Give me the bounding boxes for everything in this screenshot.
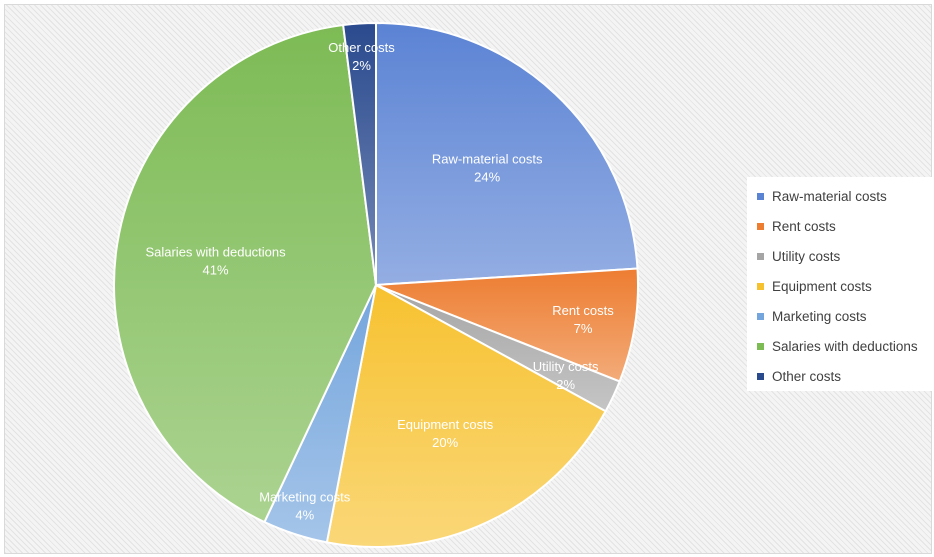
- legend-label: Salaries with deductions: [772, 338, 918, 354]
- data-value-rent-costs: 7%: [574, 321, 593, 336]
- data-value-salaries-with-deductions: 41%: [203, 263, 229, 278]
- pie-slice-other-costs: [342, 21, 377, 286]
- data-label-marketing-costs: Marketing costs: [259, 489, 351, 504]
- legend-swatch: [757, 282, 764, 290]
- chart-area: Raw-material costs 24% Rent costs 7% Utility…: [4, 4, 934, 554]
- data-value-utility-costs: 2%: [556, 377, 575, 392]
- legend-item-other-costs: Other costs: [757, 361, 934, 391]
- pie-slice-equipment-costs: [325, 283, 607, 548]
- legend-swatch: [757, 312, 764, 320]
- legend-label: Equipment costs: [772, 278, 872, 294]
- legend-item-marketing-costs: Marketing costs: [757, 301, 934, 331]
- legend-swatch: [757, 342, 764, 350]
- legend-item-rent-costs: Rent costs: [757, 211, 934, 241]
- legend-item-equipment-costs: Equipment costs: [757, 271, 934, 301]
- legend-swatch: [757, 252, 764, 260]
- data-label-raw-material-costs: Raw-material costs: [432, 152, 543, 167]
- data-value-equipment-costs: 20%: [432, 435, 458, 450]
- pie-slice-rent-costs: [375, 267, 639, 383]
- legend-label: Rent costs: [772, 218, 836, 234]
- pie-slice-salaries-with-deductions: [113, 23, 378, 524]
- pie-data-labels: Raw-material costs 24% Rent costs 7% Utility…: [145, 40, 614, 522]
- pie-chart: Raw-material costs 24% Rent costs 7% Utility…: [113, 21, 639, 548]
- data-value-marketing-costs: 4%: [295, 507, 314, 522]
- pie-slices: [113, 21, 639, 548]
- legend-swatch: [757, 372, 764, 380]
- legend-item-raw-material-costs: Raw-material costs: [757, 181, 934, 211]
- data-label-other-costs: Other costs: [328, 40, 395, 55]
- legend-label: Marketing costs: [772, 308, 867, 324]
- legend-label: Raw-material costs: [772, 188, 887, 204]
- legend-item-utility-costs: Utility costs: [757, 241, 934, 271]
- legend-swatch: [757, 192, 764, 200]
- legend-swatch: [757, 222, 764, 230]
- data-label-utility-costs: Utility costs: [533, 359, 599, 374]
- data-value-other-costs: 2%: [352, 58, 371, 73]
- data-label-rent-costs: Rent costs: [552, 303, 614, 318]
- legend-item-salaries-with-deductions: Salaries with deductions: [757, 331, 934, 361]
- pie-slice-raw-material-costs: [375, 21, 639, 287]
- legend: Raw-material costs Rent costs Utility cost…: [747, 177, 934, 391]
- data-value-raw-material-costs: 24%: [474, 170, 500, 185]
- legend-label: Utility costs: [772, 248, 841, 264]
- data-label-salaries-with-deductions: Salaries with deductions: [145, 245, 286, 260]
- data-label-equipment-costs: Equipment costs: [397, 417, 494, 432]
- legend-label: Other costs: [772, 368, 842, 384]
